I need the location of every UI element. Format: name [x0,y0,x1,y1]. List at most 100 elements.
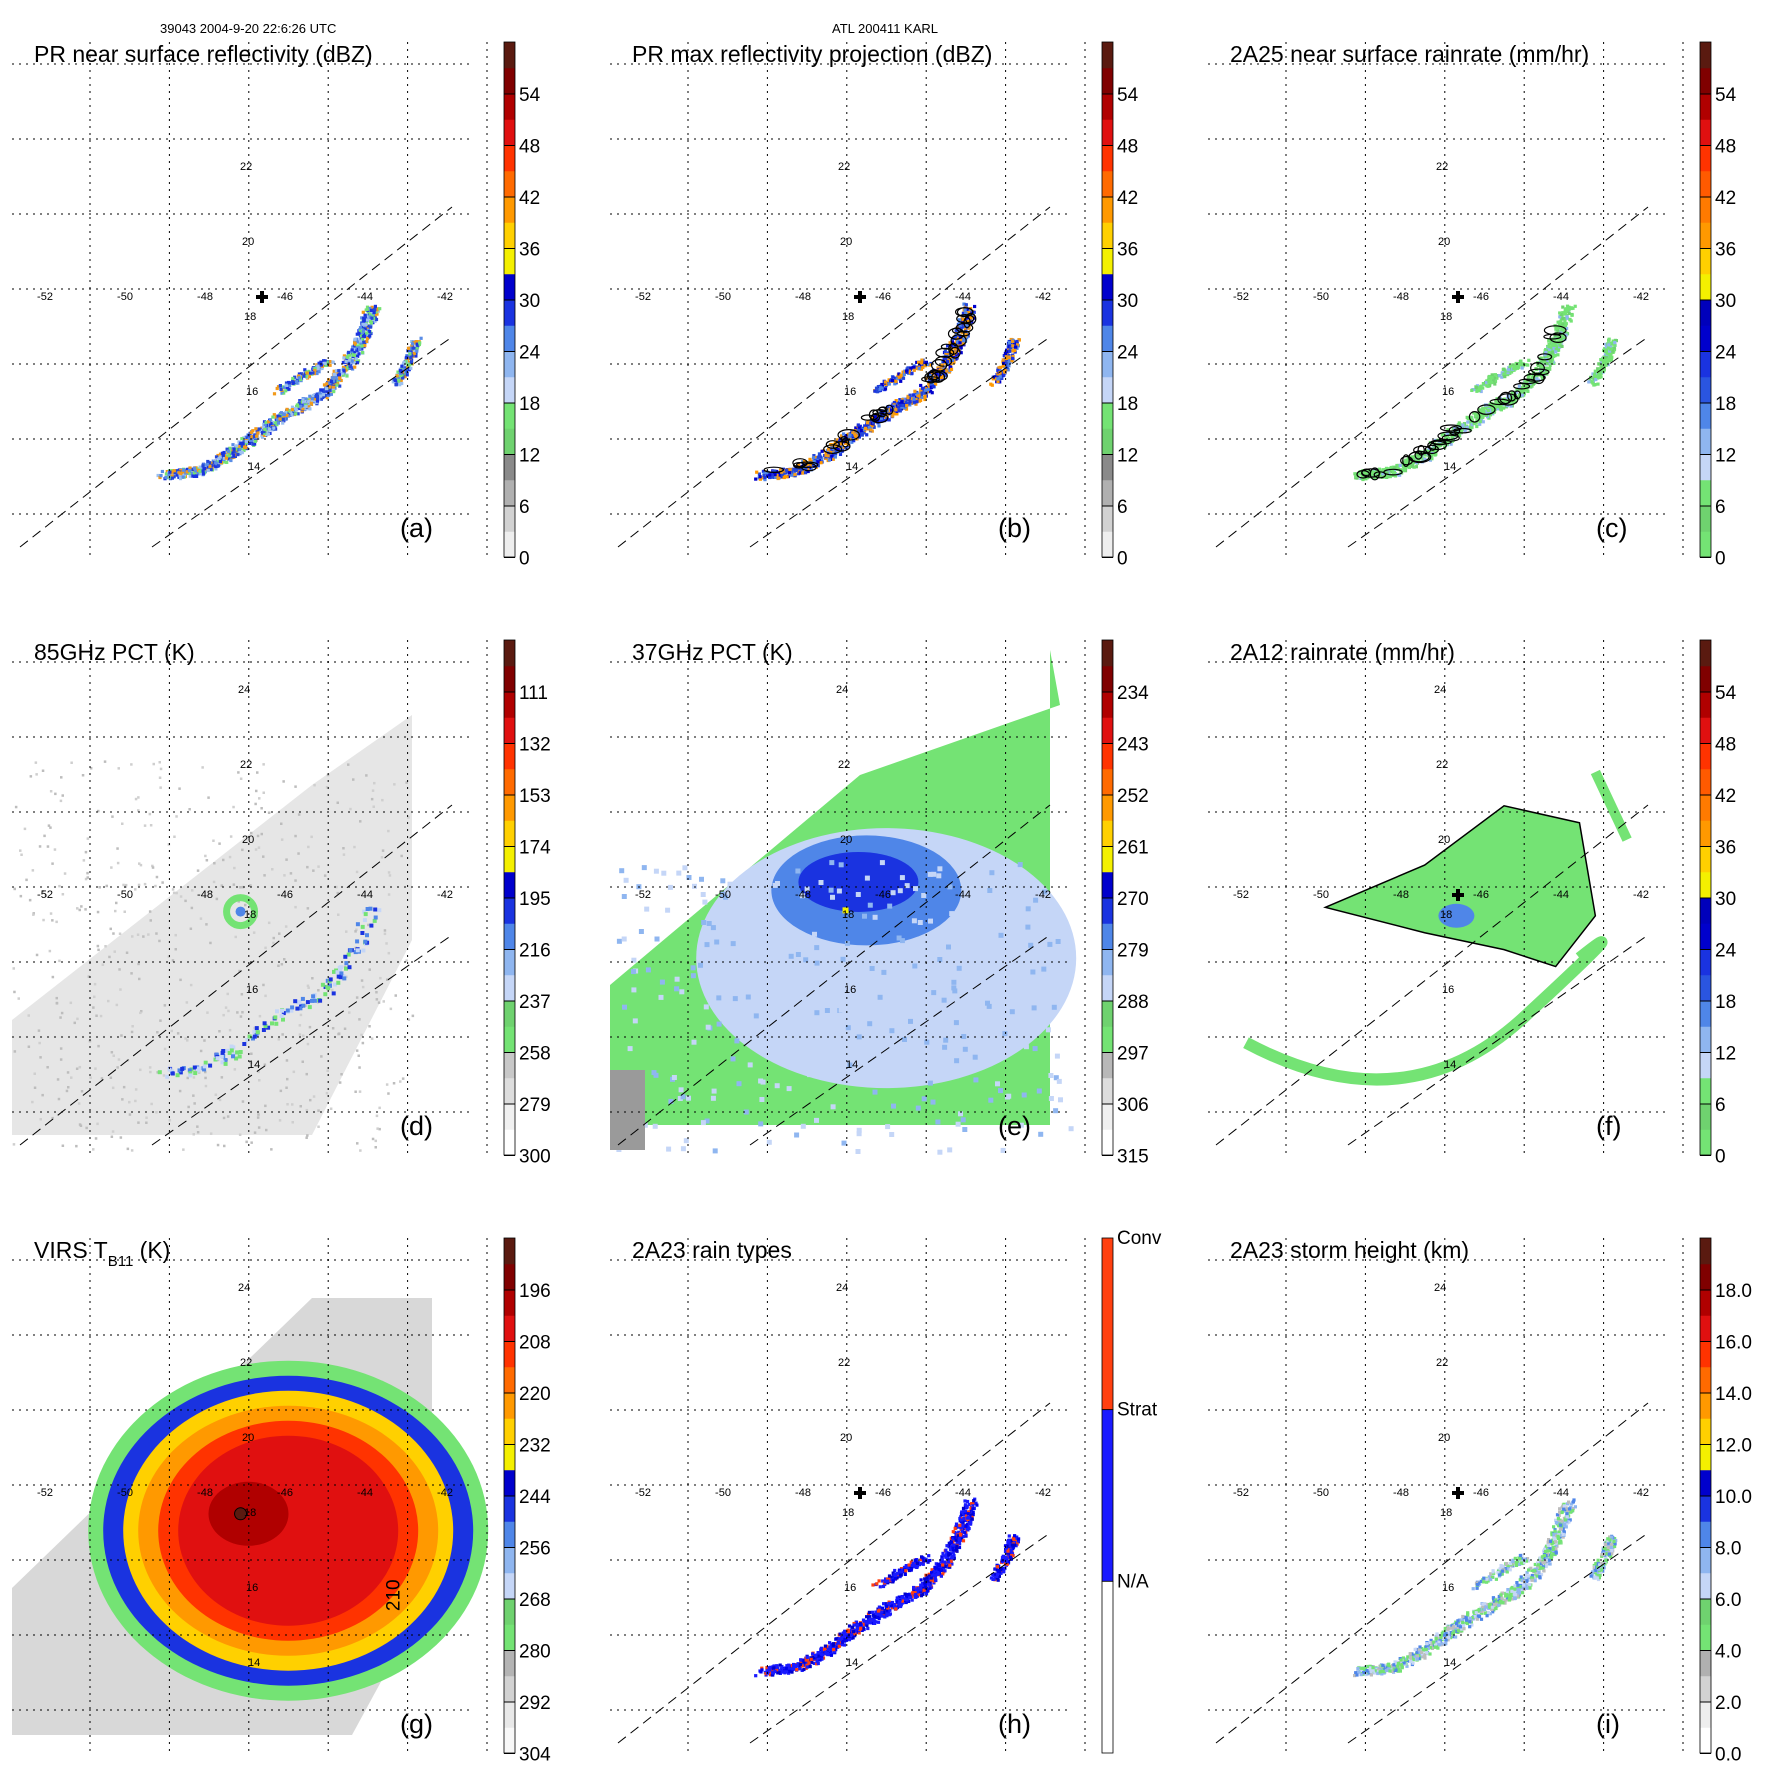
pct-cell [178,1070,183,1075]
rain-cell [234,447,238,451]
pct-cell [306,865,309,869]
rain-cell [253,442,257,446]
rain-cell [758,475,762,479]
colorbar-segment [504,273,515,300]
rain-cell [1601,357,1605,361]
rain-cell [788,468,792,472]
pct-cell [365,933,369,938]
rain-cell [225,454,229,458]
pct-cell [361,1041,365,1045]
rain-cell [946,344,950,348]
pct-cell [819,942,825,948]
rain-cell [255,429,259,433]
rain-cell [938,368,942,372]
pct-cell [747,956,753,962]
rain-cell [218,452,223,456]
pct-cell [690,973,696,979]
rain-cell [1410,464,1414,468]
colorbar-segment [504,717,515,744]
rain-cell [278,413,283,417]
pct-cell [147,933,150,936]
rain-cell [931,385,935,389]
pct-cell [381,798,384,802]
pct-cell [239,886,242,889]
lat-tick-label: 20 [840,236,852,248]
rain-cell [923,364,927,368]
rain-cell [899,373,903,377]
rain-cell [1596,375,1600,379]
pct-cell [774,1083,780,1089]
pct-cell [855,892,861,897]
pct-cell [386,978,389,981]
pct-cell [281,1033,284,1036]
rain-cell [170,476,174,480]
rain-cell [404,360,408,364]
pct-cell [838,862,844,868]
storm-center-marker [1452,889,1464,901]
colorbar-segment [1102,67,1113,94]
rain-cell [295,380,299,384]
pct-cell [58,884,61,888]
colorbar-tick-label: 243 [1117,735,1149,756]
pct-cell [908,1065,914,1071]
pct-cell [218,1030,221,1033]
lon-tick-label: -46 [875,889,891,901]
rain-cell [760,476,764,480]
rain-cell [864,426,868,430]
pct-cell [307,986,310,989]
rain-cell [1506,368,1510,372]
pct-cell [174,933,177,937]
pct-cell [137,1121,140,1124]
panel-title: PR near surface reflectivity (dBZ) [34,41,373,67]
colorbar-segment [1700,505,1711,532]
rain-cell [804,467,808,471]
pct-cell [927,1080,933,1086]
pct-cell [344,966,348,971]
pct-cell [119,1136,123,1139]
pct-cell [652,1123,658,1129]
rain-cell [838,444,842,448]
pct-cell [680,1146,686,1152]
pct-cell [690,965,696,971]
rain-cell [247,437,251,441]
rain-cell [893,382,897,386]
colorbar-segment [1700,768,1711,795]
pct-cell [357,1054,360,1057]
pct-cell [162,1074,166,1077]
rain-cell [1398,463,1402,468]
rain-cell [1433,453,1437,457]
rain-cell [1363,472,1367,476]
pct-cell [193,1071,198,1076]
rain-cell [224,456,228,460]
pct-cell [172,891,176,895]
colorbar-segment [1700,640,1711,667]
pct-cell [1053,1108,1059,1114]
pct-cell [645,967,651,973]
rain-cell [227,454,232,458]
rain-cell [1501,398,1505,402]
pct-cell [388,874,392,877]
rain-cell [834,449,838,453]
rain-cell [841,446,846,450]
rain-cell [829,450,833,454]
rain-cell [929,384,933,388]
contour [800,462,817,472]
rain-cell [1493,382,1497,386]
rain-cell [1474,421,1478,425]
contour [940,343,952,350]
rain-cell [322,394,326,398]
rain-cell [1606,345,1610,349]
rain-cell [287,387,291,391]
rain-cell [1011,339,1015,343]
pct-cell [317,989,320,992]
pct-cell [232,1051,237,1056]
rain-cell [940,375,944,379]
rain-cell [410,358,414,362]
contour [1427,440,1448,451]
pct-cell [887,903,893,909]
pct-cell [85,1126,88,1130]
rain-cell [1542,358,1546,363]
swath-edge-right [1347,336,1649,548]
rain-cell [328,388,333,392]
